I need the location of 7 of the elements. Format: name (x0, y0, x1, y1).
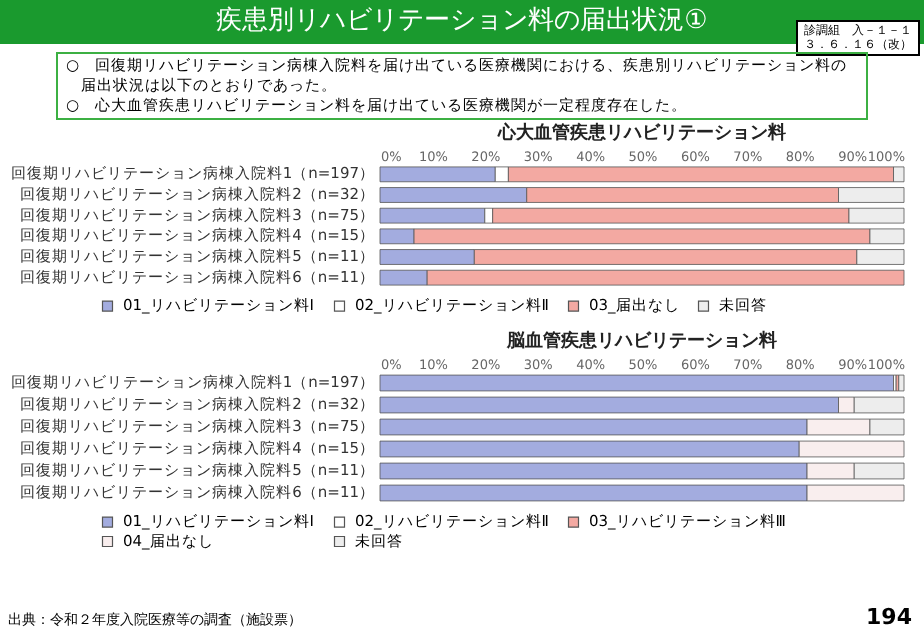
bar (898, 374, 905, 392)
chart-title: 心大血管疾患リハビリテーション料 (496, 122, 786, 144)
text: 疾患別リハビリテーション料の届出状況① (216, 6, 708, 36)
chart-title: 脳血管疾患リハビリテーション料 (505, 330, 777, 352)
bar (379, 374, 894, 392)
bar (379, 207, 486, 224)
text: 194 (866, 604, 912, 630)
